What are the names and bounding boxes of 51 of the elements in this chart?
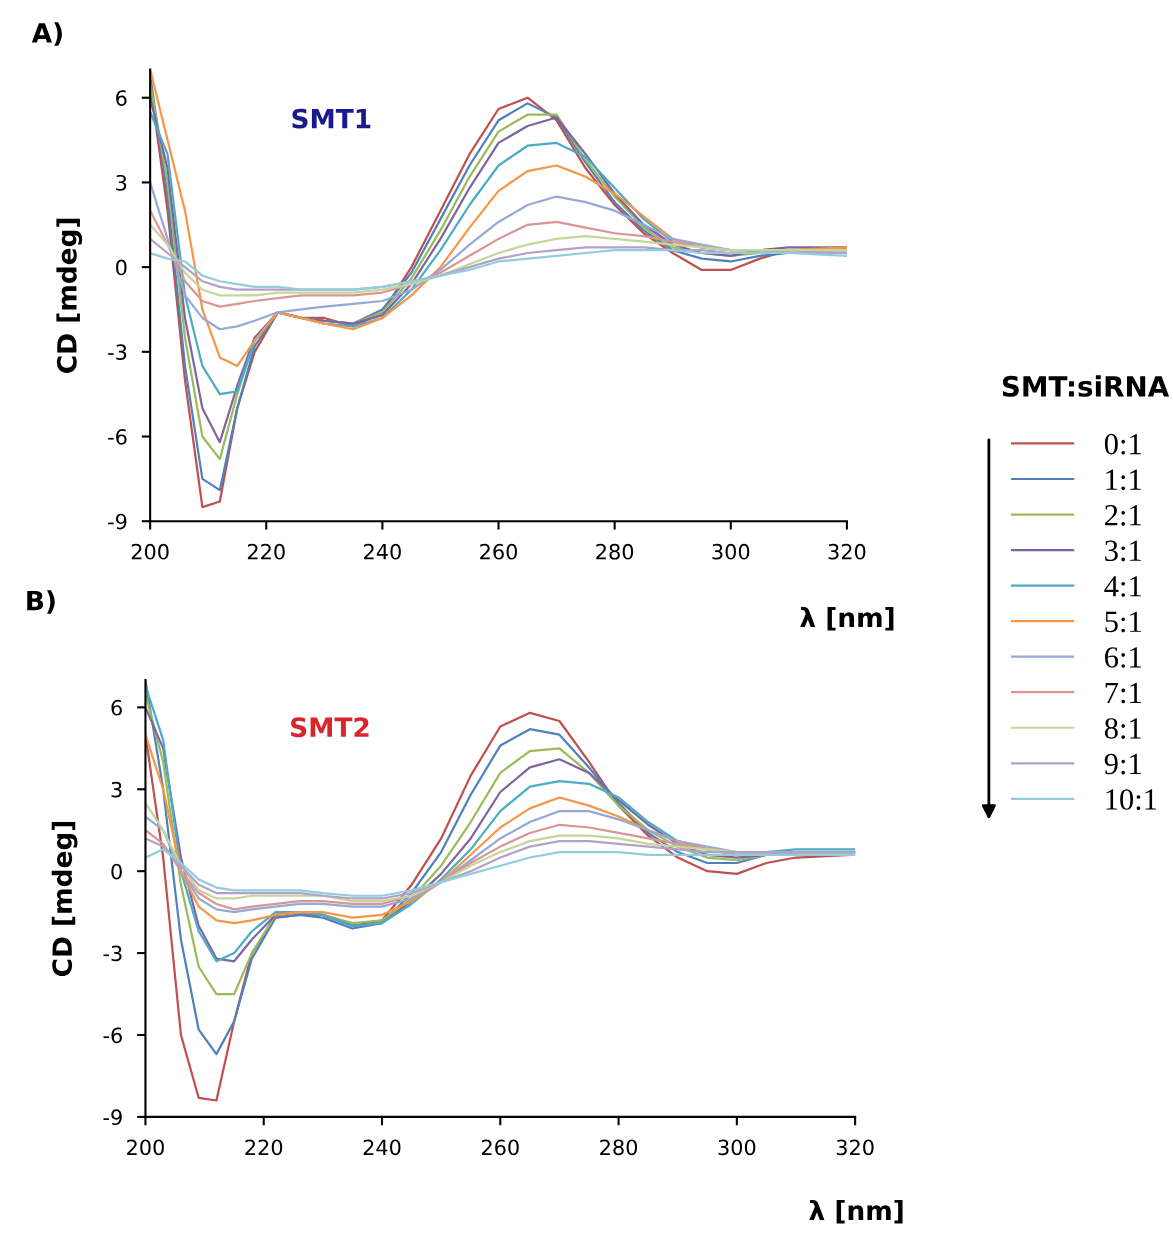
chart-title: B) [27, 590, 55, 614]
line-series [150, 69, 847, 368]
line-series [150, 249, 847, 291]
y-tick-label: -9 [108, 513, 127, 530]
y-tick-label: -6 [108, 428, 127, 445]
x-tick-label: 220 [247, 543, 285, 560]
legend-title: SMT:siRNA [1002, 375, 1170, 397]
y-tick-label: 3 [111, 781, 122, 798]
y-tick-label: 0 [116, 259, 127, 276]
y-axis-title: CD [mdeg] [51, 821, 78, 977]
legend-label: 8:1 [1104, 718, 1141, 739]
x-tick-label: 280 [596, 543, 634, 560]
y-tick-label: -6 [103, 1027, 122, 1044]
legend-label: 10:1 [1106, 789, 1157, 810]
legend-label: 3:1 [1105, 540, 1141, 562]
legend-label: 7:1 [1105, 682, 1141, 704]
line-series [145, 837, 856, 900]
legend-label: 0:1 [1104, 433, 1141, 455]
y-tick-label: -3 [108, 344, 127, 361]
y-tick-label: 3 [116, 174, 127, 191]
legend-label: 9:1 [1104, 753, 1141, 775]
x-tick-label: 300 [712, 543, 750, 560]
x-axis-title: λ [nm] [809, 1199, 903, 1224]
x-tick-label: 300 [718, 1139, 756, 1156]
x-tick-label: 260 [480, 543, 518, 560]
x-tick-label: 240 [364, 543, 401, 560]
legend-label: 2:1 [1105, 505, 1141, 526]
x-tick-label: 320 [836, 1139, 874, 1156]
x-tick-label: 320 [828, 543, 866, 560]
annotation: SMT1 [292, 108, 371, 129]
y-tick-label: -3 [103, 945, 122, 962]
y-axis-title: CD [mdeg] [56, 218, 83, 373]
x-tick-label: 280 [600, 1139, 638, 1156]
y-tick-label: -9 [103, 1109, 122, 1126]
x-tick-label: 260 [481, 1139, 519, 1156]
x-tick-label: 200 [127, 1139, 164, 1156]
x-tick-label: 220 [245, 1139, 283, 1156]
x-tick-label: 240 [363, 1139, 401, 1156]
y-tick-label: 6 [111, 699, 122, 716]
x-tick-label: 200 [131, 543, 169, 560]
line-series [150, 223, 847, 297]
legend-label: 1:1 [1106, 469, 1141, 491]
line-series [145, 848, 856, 897]
legend-label: 4:1 [1104, 576, 1141, 597]
annotation: SMT2 [291, 717, 369, 738]
y-tick-label: 6 [116, 90, 127, 106]
chart-title: A) [31, 22, 62, 46]
legend-label: 6:1 [1105, 647, 1141, 668]
legend-label: 5:1 [1105, 611, 1141, 633]
x-axis-title: λ [nm] [800, 607, 894, 631]
y-tick-label: 0 [111, 863, 122, 880]
